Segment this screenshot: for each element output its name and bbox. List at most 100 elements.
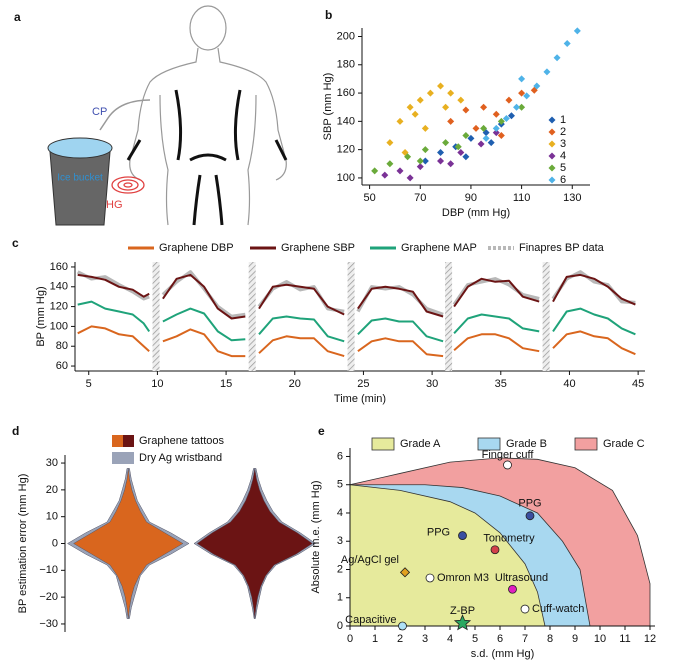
data-point: [518, 75, 526, 83]
data-point: [503, 460, 512, 470]
x-tick-label: 130: [563, 192, 581, 204]
data-point: [467, 134, 475, 142]
violin: [73, 468, 184, 619]
y-tick-label: 4: [337, 507, 343, 519]
point-label: Cuff-watch: [532, 603, 584, 615]
point-label: Tonometry: [483, 533, 535, 545]
legend-label: Graphene DBP: [159, 242, 234, 254]
data-point: [490, 545, 500, 555]
x-tick-label: 30: [426, 378, 438, 390]
legend-label: Graphene SBP: [281, 242, 355, 254]
data-point: [447, 89, 455, 97]
x-tick-label: 50: [363, 192, 375, 204]
legend-swatch: [112, 435, 123, 447]
legend-swatch: [123, 435, 134, 447]
cuff-interval: [445, 262, 453, 371]
data-point: [462, 106, 470, 114]
data-point: [421, 124, 429, 132]
x-tick-label: 5: [472, 633, 478, 645]
cuff-interval: [248, 262, 256, 371]
data-point: [396, 117, 404, 125]
data-point: [398, 621, 407, 631]
data-point: [505, 96, 513, 104]
cable: [99, 99, 151, 131]
series-line: [77, 300, 636, 343]
y-axis-label: BP estimation error (mm Hg): [17, 474, 29, 614]
panel-letter: d: [12, 424, 19, 438]
x-tick-label: 9: [572, 633, 578, 645]
point-label: Finger cuff: [482, 449, 535, 461]
data-point: [442, 139, 450, 147]
point-label: Z-BP: [450, 605, 475, 617]
x-tick-label: 0: [347, 633, 353, 645]
data-point: [457, 148, 465, 156]
data-point: [573, 27, 581, 35]
y-tick-label: 200: [337, 30, 355, 42]
x-axis-label: Time (min): [334, 393, 386, 405]
data-point: [447, 160, 455, 168]
series-line: [76, 270, 636, 319]
data-point: [404, 153, 412, 161]
violin: [196, 468, 313, 619]
panel-letter: a: [14, 10, 21, 24]
data-point: [508, 584, 517, 594]
data-point: [437, 148, 445, 156]
x-axis-label: DBP (mm Hg): [442, 207, 510, 219]
y-tick-label: 5: [337, 479, 343, 491]
x-tick-label: 90: [465, 192, 477, 204]
y-tick-label: 100: [50, 320, 68, 332]
y-tick-label: −30: [39, 618, 58, 630]
x-tick-label: 11: [619, 633, 630, 645]
legend-label: Graphene MAP: [401, 242, 477, 254]
data-point: [396, 167, 404, 175]
y-tick-label: 100: [337, 172, 355, 184]
legend-swatch: [112, 452, 134, 464]
data-point: [437, 157, 445, 165]
data-point: [416, 157, 424, 165]
legend-marker: [548, 164, 556, 172]
legend-label: 1: [560, 114, 566, 126]
legend-swatch: [574, 437, 598, 451]
x-tick-label: 10: [151, 378, 163, 390]
legend-marker: [548, 128, 556, 136]
x-tick-label: 40: [563, 378, 575, 390]
data-point: [381, 171, 389, 179]
data-point: [416, 96, 424, 104]
legend-marker: [548, 116, 556, 124]
data-point: [462, 131, 470, 139]
legend-marker: [548, 152, 556, 160]
data-point: [563, 40, 571, 48]
ice: [47, 137, 113, 159]
y-tick-label: 0: [52, 537, 58, 549]
data-point: [421, 157, 429, 165]
data-point: [442, 103, 450, 111]
y-axis-label: Absolute m.e. (mm Hg): [310, 480, 322, 593]
data-point: [399, 567, 411, 578]
data-point: [523, 92, 531, 100]
x-tick-label: 5: [86, 378, 92, 390]
x-tick-label: 45: [632, 378, 644, 390]
y-tick-label: 120: [50, 300, 68, 312]
y-tick-label: 160: [50, 261, 68, 273]
x-tick-label: 6: [497, 633, 503, 645]
y-tick-label: 6: [337, 450, 343, 462]
series-line: [77, 273, 636, 320]
grade-region: [349, 484, 546, 627]
y-tick-label: 60: [56, 360, 68, 372]
data-point: [411, 110, 419, 118]
point-label: PPG: [427, 526, 450, 538]
annotation: HG: [106, 199, 123, 211]
annotation: CP: [92, 106, 107, 118]
panel-letter: b: [325, 8, 332, 22]
legend-label: Grade B: [506, 438, 547, 450]
y-tick-label: 140: [50, 281, 68, 293]
x-tick-label: 10: [594, 633, 606, 645]
x-tick-label: 35: [495, 378, 507, 390]
data-point: [447, 117, 455, 125]
data-point: [477, 140, 485, 148]
x-tick-label: 70: [414, 192, 426, 204]
x-tick-label: 12: [644, 633, 656, 645]
data-point: [518, 89, 526, 97]
point-label: Ultrasound: [495, 572, 548, 584]
